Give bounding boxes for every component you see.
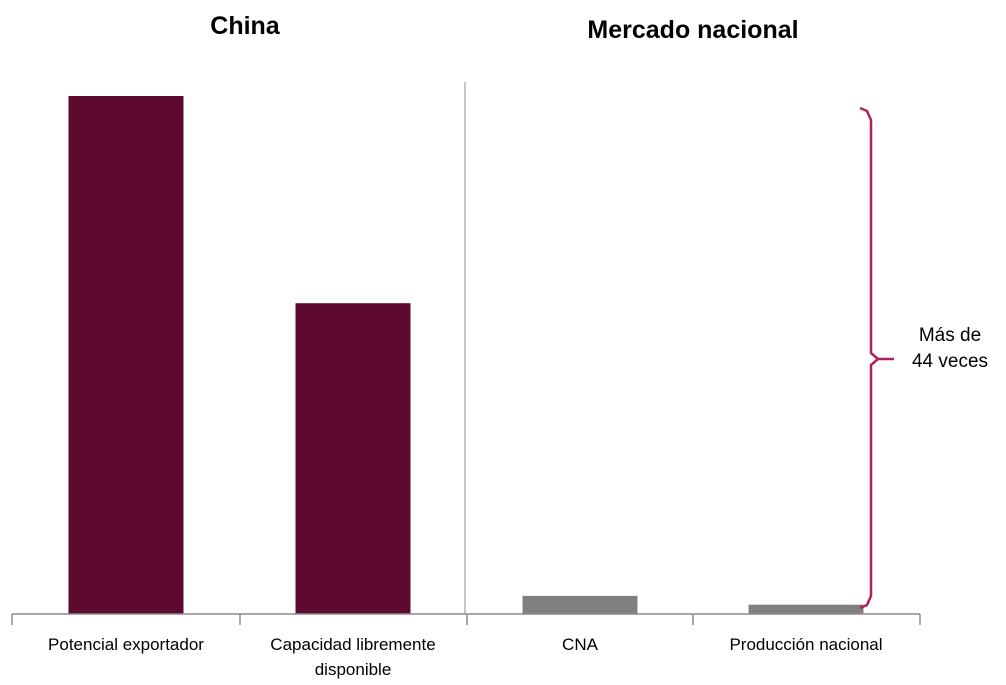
panel-title-china: China: [210, 12, 281, 40]
annotation-brace: [859, 106, 880, 610]
x-axis: [11, 613, 921, 625]
bar-2: [522, 595, 638, 614]
x-tick-label-2: CNA: [562, 635, 599, 654]
x-tick-label-1: Capacidad libremente disponible: [270, 635, 435, 679]
x-tick-label-1-line-1: disponible: [315, 660, 392, 679]
annotation-text: Más de 44 veces: [912, 325, 988, 372]
bar-3: [748, 604, 864, 614]
annotation-text-line-1: 44 veces: [912, 351, 988, 372]
x-tick-label-2-line-0: CNA: [562, 635, 599, 654]
bar-1: [295, 303, 411, 614]
x-tick-label-0: Potencial exportador: [48, 635, 204, 654]
x-tick-label-3: Producción nacional: [729, 635, 882, 654]
x-tick-label-3-line-0: Producción nacional: [729, 635, 882, 654]
annotation-text-line-0: Más de: [919, 325, 981, 346]
annotation: Más de 44 veces: [859, 106, 988, 610]
bars: [68, 96, 864, 614]
x-tick-labels: Potencial exportador Capacidad libremente…: [48, 635, 883, 679]
panel-title-mercado-nacional: Mercado nacional: [587, 16, 798, 44]
x-tick-label-1-line-0: Capacidad libremente: [270, 635, 435, 654]
bar-0: [68, 96, 184, 614]
x-tick-label-0-line-0: Potencial exportador: [48, 635, 204, 654]
